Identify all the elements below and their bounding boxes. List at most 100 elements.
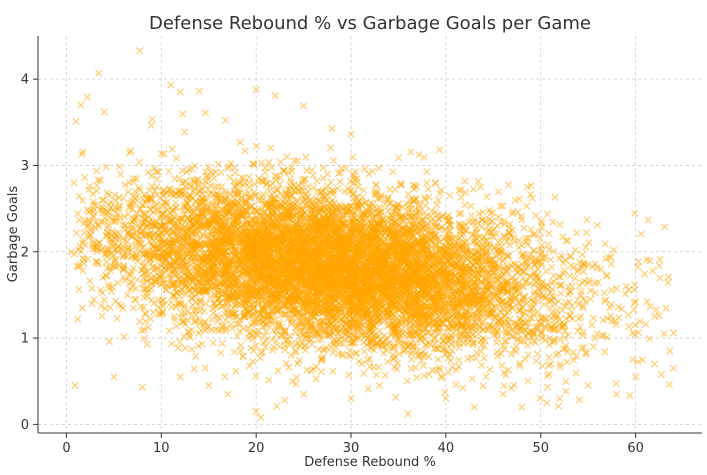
data-point: [271, 91, 279, 100]
data-point: [536, 234, 544, 242]
data-point: [567, 261, 575, 269]
data-point: [102, 163, 110, 171]
data-point: [407, 148, 415, 156]
data-point: [131, 242, 140, 250]
data-point: [470, 403, 478, 411]
data-point: [224, 390, 232, 398]
data-point: [650, 360, 659, 368]
data-point: [425, 370, 433, 379]
data-point: [577, 288, 585, 296]
data-point: [201, 109, 210, 117]
data-point: [267, 144, 275, 152]
data-point: [545, 353, 553, 362]
data-point: [231, 163, 239, 172]
data-point: [391, 363, 399, 371]
data-point: [176, 88, 184, 96]
data-point: [71, 381, 79, 390]
data-point: [578, 344, 586, 352]
data-point: [461, 201, 469, 209]
data-point: [273, 402, 281, 410]
data-point: [281, 396, 289, 404]
data-point: [391, 393, 400, 402]
data-point: [217, 349, 225, 357]
data-point: [211, 183, 219, 191]
data-point: [607, 286, 616, 294]
data-point: [499, 202, 507, 210]
data-point: [368, 167, 377, 175]
data-point: [556, 221, 564, 229]
data-point: [201, 364, 209, 372]
data-point: [468, 375, 476, 383]
data-point: [500, 382, 508, 390]
data-point: [549, 271, 558, 280]
data-point: [448, 363, 456, 371]
data-point: [434, 355, 442, 363]
chart-title: Defense Rebound % vs Garbage Goals per G…: [149, 13, 591, 34]
data-point: [467, 211, 476, 220]
data-point: [660, 330, 668, 338]
data-point: [613, 390, 621, 398]
data-point: [516, 362, 524, 370]
data-point: [285, 363, 293, 372]
data-point: [97, 302, 105, 310]
data-point: [461, 177, 469, 185]
data-point: [303, 167, 311, 175]
data-point: [237, 173, 246, 182]
data-point: [432, 201, 441, 209]
data-point: [499, 390, 507, 398]
data-point: [589, 314, 597, 322]
data-point: [110, 373, 118, 381]
data-point: [495, 213, 503, 221]
data-point: [257, 413, 265, 422]
data-point: [252, 407, 260, 416]
data-point: [547, 256, 555, 264]
data-point: [600, 331, 608, 339]
data-point: [612, 379, 620, 388]
data-point: [72, 117, 80, 126]
data-point: [74, 315, 82, 323]
data-point: [420, 372, 428, 380]
data-point: [91, 218, 100, 226]
data-point: [237, 341, 245, 349]
data-point: [610, 246, 618, 254]
data-point: [130, 192, 138, 201]
data-point: [570, 356, 578, 364]
data-point: [643, 298, 651, 306]
data-point: [423, 167, 431, 176]
data-point: [205, 381, 213, 390]
data-point: [136, 318, 144, 326]
data-point: [536, 394, 544, 402]
data-point: [103, 189, 111, 197]
data-point: [188, 301, 197, 309]
data-point: [655, 262, 663, 270]
data-point: [274, 366, 282, 375]
data-point: [265, 376, 273, 384]
data-point: [578, 251, 586, 259]
data-points: [67, 47, 678, 422]
data-point: [631, 373, 640, 381]
data-point: [78, 304, 86, 312]
data-point: [424, 185, 432, 193]
data-point: [419, 361, 428, 370]
data-point: [347, 394, 355, 403]
data-point: [572, 369, 580, 377]
data-point: [299, 102, 308, 110]
data-point: [494, 187, 503, 196]
data-point: [452, 366, 460, 374]
data-point: [666, 347, 674, 355]
data-point: [282, 359, 290, 368]
data-point: [100, 108, 109, 116]
data-point: [477, 361, 486, 369]
data-point: [72, 229, 80, 237]
data-point: [573, 296, 582, 304]
data-point: [482, 373, 490, 381]
data-point: [117, 170, 125, 179]
data-point: [457, 209, 465, 217]
data-point: [640, 270, 649, 278]
data-point: [665, 380, 674, 389]
data-point: [644, 216, 652, 224]
data-point: [265, 187, 273, 195]
data-point: [407, 365, 415, 373]
data-point: [543, 399, 551, 407]
data-point: [524, 240, 532, 249]
